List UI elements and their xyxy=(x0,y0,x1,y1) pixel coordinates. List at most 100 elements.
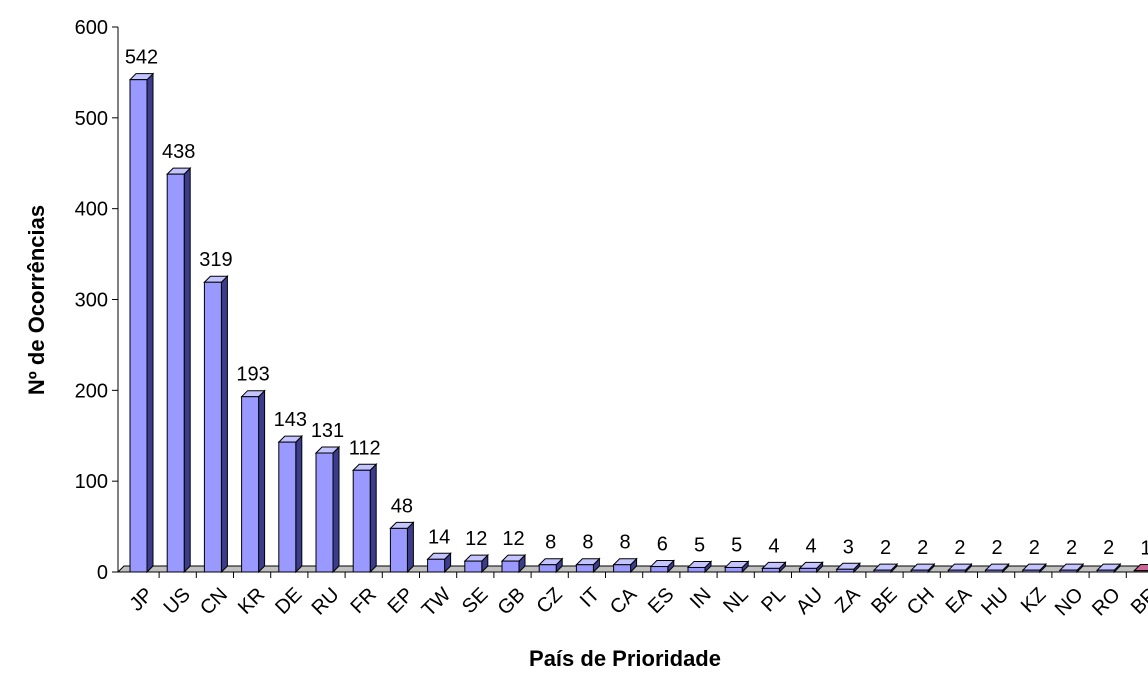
chart-data-labels: 5424383191931431311124814121288865544322… xyxy=(125,47,1148,560)
bar-front xyxy=(1023,570,1040,572)
x-tick-label: IN xyxy=(686,584,716,614)
bar-side xyxy=(147,74,153,572)
y-tick-label: 300 xyxy=(75,290,108,312)
data-label: 2 xyxy=(1066,537,1077,559)
bar-front xyxy=(1060,570,1077,572)
data-label: 12 xyxy=(502,528,524,550)
bar-front xyxy=(242,397,259,572)
bar-front xyxy=(837,569,854,572)
bar-front xyxy=(614,565,631,572)
bar-side xyxy=(184,168,190,572)
data-label: 8 xyxy=(582,532,593,554)
data-label: 2 xyxy=(1029,537,1040,559)
data-label: 4 xyxy=(806,535,817,557)
chart-bars xyxy=(130,74,1148,572)
bar-front xyxy=(390,528,407,572)
x-tick-label: BR xyxy=(1127,584,1148,619)
bar-cz xyxy=(539,559,562,572)
x-tick-label: CZ xyxy=(532,584,566,618)
bar-cn xyxy=(204,276,227,572)
bar-jp xyxy=(130,74,153,572)
bar-front xyxy=(539,565,556,572)
x-tick-label: CH xyxy=(903,584,939,620)
bar-ep xyxy=(390,522,413,572)
bar-it xyxy=(576,559,599,572)
bar-front xyxy=(353,470,370,572)
x-tick-label: SE xyxy=(458,584,492,618)
x-tick-label: RO xyxy=(1088,584,1125,621)
bar-front xyxy=(167,174,184,572)
bar-front xyxy=(316,453,333,572)
data-label: 8 xyxy=(545,532,556,554)
x-tick-label: ZA xyxy=(831,583,865,617)
y-tick-label: 200 xyxy=(75,380,108,402)
x-tick-label: GB xyxy=(494,584,530,620)
x-tick-label: AU xyxy=(792,584,827,619)
x-axis-title: País de Prioridade xyxy=(529,646,721,671)
bar-front xyxy=(948,570,965,572)
data-label: 2 xyxy=(992,537,1003,559)
bar-front xyxy=(428,559,445,572)
y-tick-label: 100 xyxy=(75,471,108,493)
y-axis-title: Nº de Ocorrências xyxy=(24,205,49,395)
bar-kr xyxy=(242,391,265,572)
bar-front xyxy=(911,570,928,572)
data-label: 319 xyxy=(199,249,232,271)
bar-tw xyxy=(428,553,451,572)
bar-front xyxy=(800,568,817,572)
bar-front xyxy=(130,80,147,572)
bar-gb xyxy=(502,555,525,572)
x-tick-label: EP xyxy=(384,584,418,618)
bar-front xyxy=(1097,570,1114,572)
x-tick-label: EA xyxy=(942,583,977,618)
bar-front xyxy=(502,561,519,572)
bar-front xyxy=(986,570,1003,572)
x-tick-label: JP xyxy=(126,584,158,616)
x-tick-label: FR xyxy=(346,584,380,618)
data-label: 48 xyxy=(391,495,413,517)
x-tick-label: HU xyxy=(977,584,1013,620)
data-label: 143 xyxy=(274,409,307,431)
data-label: 4 xyxy=(768,535,779,557)
y-tick-label: 400 xyxy=(75,199,108,221)
data-label: 14 xyxy=(428,526,450,548)
bar-front xyxy=(874,570,891,572)
data-label: 5 xyxy=(694,534,705,556)
bar-side xyxy=(407,522,413,572)
bar-front xyxy=(725,567,742,572)
data-label: 5 xyxy=(731,534,742,556)
bar-front xyxy=(1134,571,1148,573)
bar-se xyxy=(465,555,488,572)
data-label: 131 xyxy=(311,420,344,442)
x-tick-label: TW xyxy=(418,584,456,622)
bar-front xyxy=(576,565,593,572)
bar-fr xyxy=(353,464,376,572)
data-label: 2 xyxy=(954,537,965,559)
y-tick-label: 0 xyxy=(97,562,108,584)
bar-side xyxy=(296,436,302,572)
x-tick-label: US xyxy=(160,584,195,619)
data-label: 193 xyxy=(236,364,269,386)
bar-front xyxy=(204,282,221,572)
data-label: 542 xyxy=(125,47,158,69)
x-tick-label: CN xyxy=(196,584,232,620)
data-label: 1 xyxy=(1140,538,1148,560)
data-label: 438 xyxy=(162,141,195,163)
data-label: 2 xyxy=(917,537,928,559)
bar-us xyxy=(167,168,190,572)
x-tick-label: PL xyxy=(757,584,790,617)
data-label: 8 xyxy=(620,532,631,554)
bar-ca xyxy=(614,559,637,572)
x-tick-label: CA xyxy=(606,583,642,619)
x-tick-label: KR xyxy=(234,584,269,619)
bar-front xyxy=(688,567,705,572)
data-label: 2 xyxy=(880,537,891,559)
x-tick-label: ES xyxy=(644,584,678,618)
x-tick-label: BE xyxy=(867,584,901,618)
x-tick-label: IT xyxy=(576,584,604,612)
bar-ru xyxy=(316,447,339,572)
bar-front xyxy=(762,568,779,572)
bar-side xyxy=(259,391,265,572)
chart-axes: 0100200300400500600JPUSCNKRDERUFREPTWSEG… xyxy=(75,17,1148,621)
